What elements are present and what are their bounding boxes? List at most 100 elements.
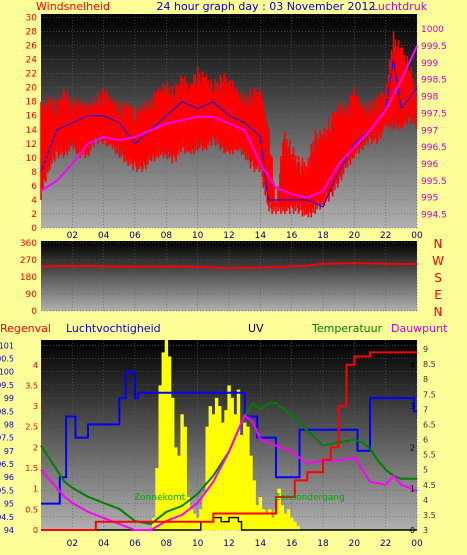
solar-bar — [283, 513, 288, 530]
chart1-y-right-tick: 997 — [421, 126, 438, 136]
chart3-temp-tick: 5 — [423, 466, 428, 475]
chart3-dewpoint-label: Dauwpunt — [391, 322, 448, 335]
solar-bar — [174, 447, 178, 530]
compass-letter: W — [432, 254, 444, 268]
chart1-x-tick: 04 — [98, 231, 110, 241]
solar-bar — [236, 389, 241, 530]
chart1-y-left-tick: 24 — [26, 56, 38, 66]
chart3-humidity-tick: 99 — [4, 394, 14, 403]
chart3-x-tick: 02 — [67, 539, 78, 549]
chart3-uv-tick: 2 — [410, 443, 415, 452]
solar-bar — [255, 505, 259, 530]
chart3-rain-label: Regenval — [0, 322, 51, 335]
chart3-rain-tick: 3.5 — [25, 381, 38, 390]
solar-bar — [177, 455, 181, 530]
chart3-x-tick: 14 — [255, 539, 267, 549]
chart1-y-left-tick: 4 — [31, 196, 37, 206]
chart2-y-tick: 0 — [31, 307, 37, 317]
chart1-y-left-tick: 14 — [26, 126, 38, 136]
chart1-y-left-tick: 8 — [31, 168, 37, 178]
chart3-axes: 0204060810121416182022009494.59595.59696… — [0, 341, 436, 549]
chart3-x-tick: 16 — [286, 539, 298, 549]
chart3-series — [40, 340, 418, 531]
chart3-humidity-tick: 95.5 — [0, 486, 14, 495]
chart3-rain-tick: 0 — [33, 526, 38, 535]
chart3-x-tick: 04 — [98, 539, 110, 549]
chart3-rain-tick: 1 — [33, 485, 38, 494]
chart1-y-left-tick: 12 — [26, 140, 37, 150]
solar-bar — [261, 509, 266, 530]
solar-bar — [214, 397, 219, 530]
chart1-y-left-tick: 20 — [26, 84, 38, 94]
solar-bar — [167, 356, 172, 530]
solar-bar — [243, 422, 247, 530]
chart3-rain-tick: 0.5 — [25, 505, 38, 514]
solar-bar — [252, 480, 256, 530]
chart1-x-tick: 16 — [286, 231, 298, 241]
chart3-x-tick: 20 — [349, 539, 361, 549]
chart1-axes: 02 04 06 08 10 12 14 16 18 20 22 000246810121416182… — [26, 14, 447, 241]
solar-bar — [227, 385, 231, 530]
chart3-humidity-label: Luchtvochtigheid — [66, 322, 161, 335]
chart3-temp-tick: 7 — [423, 405, 428, 414]
chart1-y-right-tick: 994.5 — [421, 211, 447, 221]
solar-bar — [286, 509, 291, 530]
chart3-x-tick: 10 — [192, 539, 204, 549]
chart1-x-tick: 22 — [380, 231, 391, 241]
chart3-rain-tick: 2 — [33, 443, 38, 452]
solar-bar — [211, 414, 216, 530]
solar-bar — [196, 517, 200, 530]
chart1-x-tick: 14 — [255, 231, 267, 241]
wind-direction-line — [40, 262, 418, 270]
solar-bar — [189, 509, 194, 530]
chart2-plot-area — [41, 241, 417, 311]
solar-bar — [199, 509, 203, 530]
chart1-x-tick: 12 — [223, 231, 234, 241]
solar-bar — [205, 426, 209, 530]
sunset-annotation: Zonsondergang — [274, 493, 345, 503]
solar-bar — [164, 340, 169, 530]
chart3-temp-tick: 6 — [423, 436, 428, 445]
solar-bar — [268, 509, 272, 530]
chart3-humidity-tick: 100 — [0, 368, 14, 377]
chart1-y-left-tick: 22 — [26, 70, 37, 80]
solar-bar — [280, 505, 285, 530]
chart3-x-tick: 08 — [161, 539, 173, 549]
chart3-temp-tick: 5.5 — [423, 451, 436, 460]
chart3-x-tick: 00 — [411, 539, 423, 549]
rain-line — [41, 351, 417, 531]
solar-bar — [277, 488, 281, 530]
chart1-y-left-tick: 26 — [26, 42, 38, 52]
chart1-y-right-tick: 999 — [421, 59, 438, 69]
chart3-temp-tick: 7.5 — [423, 390, 436, 399]
chart1-y-right-tick: 997.5 — [421, 109, 447, 119]
chart1-y-right-tick: 996.5 — [421, 143, 447, 153]
chart1-y-left-tick: 28 — [26, 28, 38, 38]
chart1-series — [40, 31, 418, 218]
chart3-temp-tick: 4.5 — [423, 481, 436, 490]
chart2-y-tick: 360 — [20, 239, 37, 249]
solar-bar — [246, 426, 250, 530]
chart3-humidity-tick: 100.5 — [0, 354, 14, 363]
chart1-y-right-tick: 995.5 — [421, 177, 447, 187]
chart3-rain-tick: 1.5 — [25, 464, 38, 473]
solar-bar — [249, 455, 253, 530]
solar-bar — [271, 517, 275, 530]
chart1-x-tick: 00 — [411, 231, 423, 241]
chart3-humidity-tick: 98.5 — [0, 407, 14, 416]
solar-bar — [161, 352, 165, 530]
chart3-humidity-tick: 97.5 — [0, 434, 14, 443]
chart3-temp-tick: 8 — [423, 375, 428, 384]
chart3-humidity-tick: 99.5 — [0, 381, 14, 390]
chart3-humidity-tick: 94 — [4, 526, 14, 535]
chart3-temp-tick: 3.5 — [423, 511, 436, 520]
chart1-right-label: Luchtdruk — [372, 0, 428, 13]
chart3-temp-tick: 4 — [423, 496, 428, 505]
solar-bar — [230, 397, 234, 530]
solar-bar — [152, 517, 156, 530]
chart3-x-tick: 06 — [129, 539, 141, 549]
dewpoint-line — [40, 413, 418, 531]
solar-bar — [224, 410, 228, 530]
